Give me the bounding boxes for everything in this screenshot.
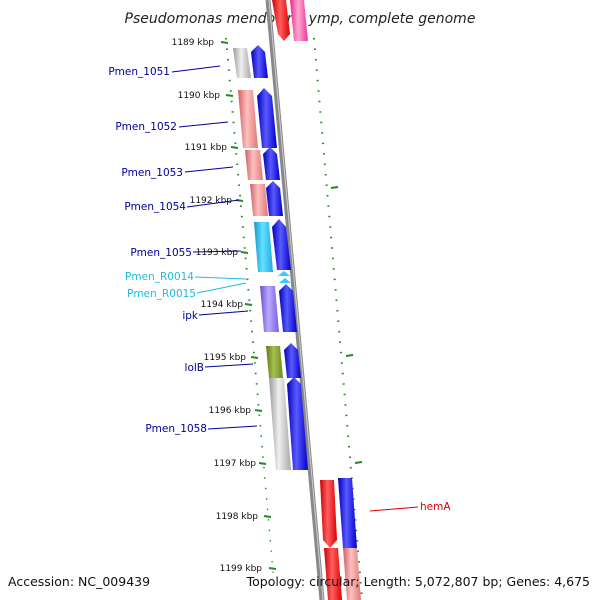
gene-pmen1051-cds [251, 45, 268, 78]
gene-lolb-feature [266, 346, 283, 378]
gene-labels: Pmen_1051 Pmen_1052 Pmen_1053 Pmen_1054 … [108, 66, 451, 513]
gene-label-pmen1055: Pmen_1055 [130, 247, 192, 259]
gene-ipk-feature [260, 286, 279, 332]
tick-label: 1194 kbp [201, 300, 244, 310]
gene-label-ipk: ipk [182, 310, 199, 322]
gene-pmen1054-feature [250, 184, 268, 216]
tick-label: 1195 kbp [204, 353, 247, 363]
gene-top-pink [290, 0, 308, 41]
gene-label-pmen1058: Pmen_1058 [145, 423, 207, 435]
tick-label: 1198 kbp [216, 512, 259, 522]
gene-label-pmen1052: Pmen_1052 [115, 121, 177, 133]
gene-pmen-r0014-trna [278, 271, 290, 276]
gene-pmen1055-feature [254, 222, 273, 272]
topology-text: Topology: circular; Length: 5,072,807 bp… [246, 574, 590, 589]
gene-label-pmen1053: Pmen_1053 [121, 167, 183, 179]
tick-label: 1196 kbp [209, 406, 252, 416]
right-dotted-rail [313, 37, 363, 599]
gene-hema-cds [320, 480, 337, 548]
tick-label: 1197 kbp [214, 459, 257, 469]
gene-bottom-salmon [343, 548, 361, 600]
tick-label: 1192 kbp [190, 196, 233, 206]
gene-hema-strand [338, 478, 357, 548]
gene-label-pmen1051: Pmen_1051 [108, 66, 170, 78]
tick-label: 1190 kbp [178, 91, 221, 101]
gene-pmen1058-cds [287, 377, 308, 470]
gene-label-pmen-r0014: Pmen_R0014 [125, 271, 194, 283]
tick-label: 1199 kbp [220, 564, 263, 574]
gene-pmen1055-cds [272, 219, 291, 270]
gene-lolb-cds [284, 343, 301, 378]
tick-labels: 1189 kbp 1190 kbp 1191 kbp 1192 kbp 1193… [172, 38, 263, 574]
gene-pmen1054-cds [266, 181, 283, 216]
gene-bottom-red [324, 548, 342, 600]
gene-label-hema: hemA [420, 501, 451, 513]
tick-label: 1193 kbp [196, 248, 239, 258]
gene-top-red [272, 0, 290, 41]
gene-pmen1058-feature [269, 378, 291, 470]
genome-backbone [265, 0, 325, 600]
gene-pmen1052-feature [238, 90, 258, 148]
gene-pmen1052-cds [257, 88, 277, 148]
gene-pmen-r0015-trna [279, 278, 291, 283]
gene-pmen1053-feature [245, 150, 263, 180]
gene-ipk-cds [279, 284, 297, 332]
tick-label: 1191 kbp [185, 143, 228, 153]
left-dotted-rail [225, 37, 275, 579]
gene-label-pmen-r0015: Pmen_R0015 [127, 288, 196, 300]
gene-pmen1053-cds [263, 147, 280, 180]
label-leader-lines [171, 65, 419, 512]
genome-backbone-highlight [268, 0, 324, 600]
tick-label: 1189 kbp [172, 38, 215, 48]
gene-label-pmen1054: Pmen_1054 [124, 201, 186, 213]
accession-text: Accession: NC_009439 [8, 574, 150, 589]
gene-pmen1051-feature [233, 48, 251, 78]
gene-label-lolb: lolB [185, 362, 204, 374]
